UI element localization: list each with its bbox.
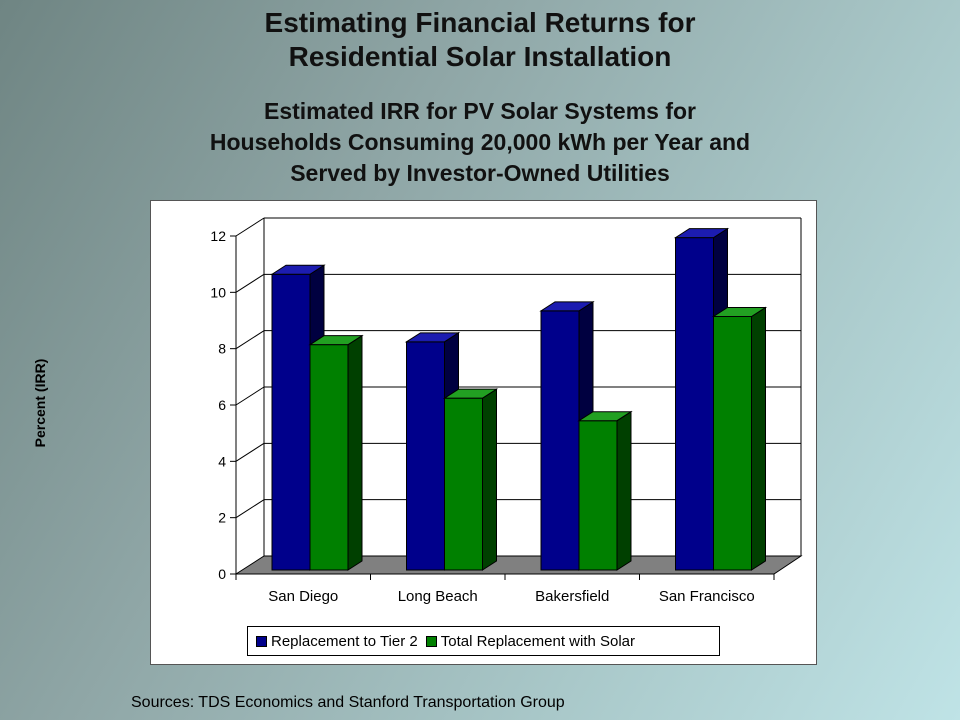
title-line-2: Residential Solar Installation bbox=[288, 41, 672, 72]
gridline-side bbox=[235, 330, 265, 350]
y-tick-label: 6 bbox=[218, 397, 226, 413]
gridline-side bbox=[235, 442, 265, 462]
bar-side bbox=[347, 334, 363, 571]
bar-side bbox=[482, 388, 497, 571]
gridline-side bbox=[235, 386, 265, 406]
legend: Replacement to Tier 2 Total Replacement … bbox=[247, 626, 720, 656]
chart-subtitle: Estimated IRR for PV Solar Systems for H… bbox=[0, 96, 960, 189]
bar-top bbox=[539, 301, 595, 312]
gridline-side bbox=[235, 217, 265, 237]
y-tick-label: 0 bbox=[218, 566, 226, 582]
y-tick-label: 8 bbox=[218, 341, 226, 357]
bar-top bbox=[404, 332, 461, 343]
x-tick-label: Long Beach bbox=[398, 588, 478, 605]
bar-top bbox=[308, 335, 364, 346]
bar-top bbox=[442, 388, 499, 399]
subtitle-line-3: Served by Investor-Owned Utilities bbox=[290, 160, 670, 186]
x-tick-label: San Francisco bbox=[659, 588, 755, 605]
legend-label-1: Replacement to Tier 2 bbox=[271, 632, 418, 650]
bar-side bbox=[751, 306, 766, 571]
gridline-side bbox=[235, 273, 265, 293]
bar-chart: 0 2 4 6 8 10 12 San Diego Long Beach Bakersfield S… bbox=[210, 217, 803, 605]
x-tick-label: San Diego bbox=[268, 588, 338, 605]
bar bbox=[406, 341, 445, 571]
chart-floor bbox=[234, 555, 803, 575]
bar-top bbox=[270, 264, 326, 275]
bar bbox=[309, 344, 349, 571]
subtitle-line-2: Households Consuming 20,000 kWh per Year… bbox=[209, 129, 751, 155]
gridline-side bbox=[235, 499, 265, 519]
legend-swatch-2 bbox=[425, 635, 437, 647]
legend-item-1: Replacement to Tier 2 bbox=[256, 633, 418, 650]
y-tick-label: 2 bbox=[218, 510, 226, 526]
bar bbox=[540, 310, 580, 571]
subtitle-line-1: Estimated IRR for PV Solar Systems for bbox=[263, 98, 696, 124]
title-line-1: Estimating Financial Returns for bbox=[264, 7, 696, 38]
source-note: Sources: TDS Economics and Stanford Tran… bbox=[131, 694, 565, 711]
bar bbox=[713, 316, 752, 571]
x-tick-label: Bakersfield bbox=[535, 588, 609, 605]
y-tick-label: 10 bbox=[210, 284, 226, 300]
bar-top bbox=[711, 307, 768, 317]
chart-area: 0 2 4 6 8 10 12 San Diego Long Beach Bakersfield S… bbox=[150, 200, 817, 665]
bar bbox=[578, 420, 618, 571]
y-axis-label: Percent (IRR) bbox=[32, 358, 48, 448]
y-tick-label: 4 bbox=[218, 453, 226, 469]
bar-top bbox=[577, 411, 633, 422]
chart-title: Estimating Financial Returns for Residen… bbox=[0, 6, 960, 74]
legend-item-2: Total Replacement with Solar bbox=[425, 632, 636, 650]
bar bbox=[271, 273, 311, 571]
legend-label-2: Total Replacement with Solar bbox=[440, 632, 636, 650]
bar bbox=[675, 237, 714, 571]
bar-side bbox=[616, 410, 632, 571]
y-tick-label: 12 bbox=[210, 228, 226, 244]
bar-top bbox=[673, 228, 730, 239]
bar bbox=[444, 397, 483, 571]
legend-swatch-1 bbox=[256, 635, 267, 647]
